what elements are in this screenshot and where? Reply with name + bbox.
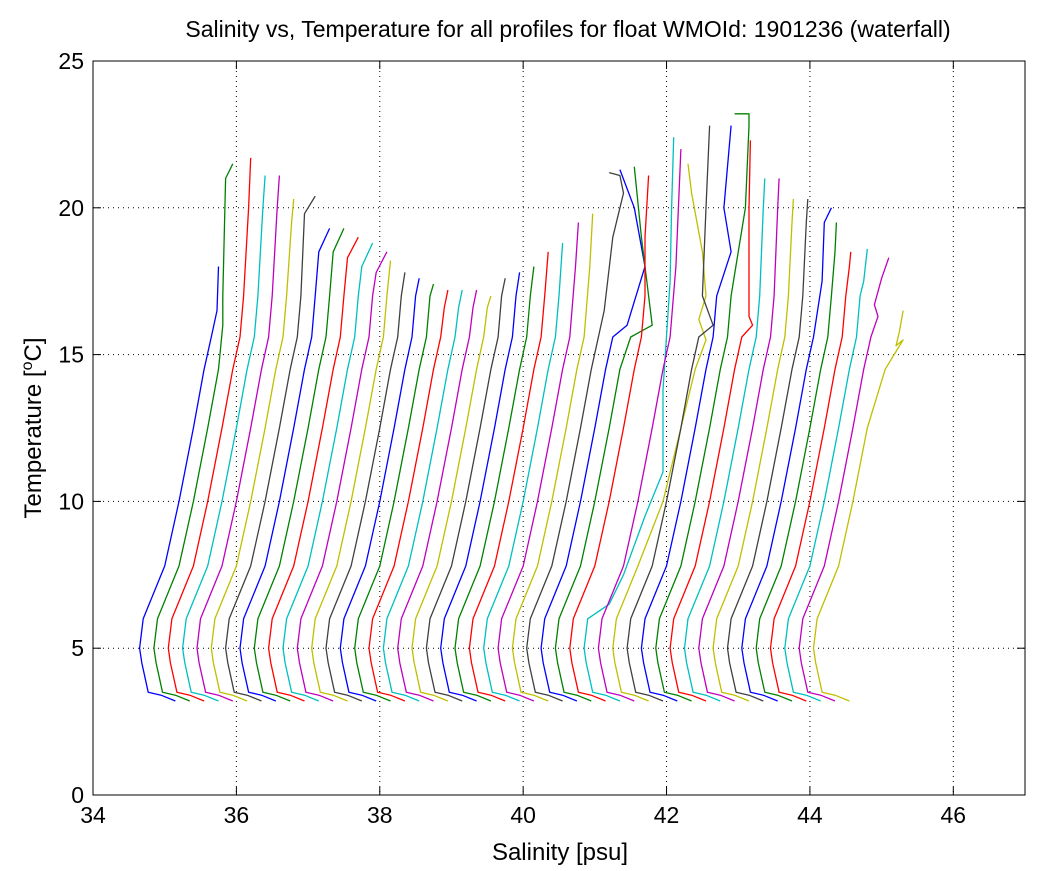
profile-line-32: [583, 137, 675, 702]
profile-line-5: [196, 175, 281, 702]
profile-line-28: [526, 171, 625, 702]
y-tick-label: 15: [58, 342, 84, 368]
profile-line-47: [798, 257, 890, 702]
profile-line-2: [153, 163, 234, 702]
profile-line-17: [368, 289, 449, 702]
plot-background: [93, 61, 1025, 795]
profile-line-6: [210, 198, 295, 702]
profile-line-46: [784, 248, 868, 702]
profile-line-27: [511, 213, 594, 702]
profile-line-22: [440, 272, 521, 702]
profile-line-43: [741, 207, 832, 702]
profile-line-35: [626, 125, 714, 702]
profile-line-16: [354, 283, 435, 702]
profile-line-34: [612, 163, 707, 702]
profile-line-19: [397, 289, 478, 702]
y-axis-label-tail: C]: [20, 338, 47, 362]
axes-box: [92, 60, 1026, 796]
x-tick-label: 44: [797, 802, 823, 828]
x-tick-label: 42: [654, 802, 680, 828]
x-tick-label: 46: [941, 802, 967, 828]
profile-line-11: [282, 242, 374, 702]
profile-line-40: [698, 178, 780, 702]
profile-line-12: [296, 251, 388, 702]
profile-line-38: [669, 140, 754, 702]
profile-line-7: [224, 195, 316, 702]
profile-line-31: [569, 175, 650, 702]
profile-line-3: [167, 157, 252, 702]
profile-line-25: [483, 242, 564, 702]
profile-line-44: [755, 222, 838, 702]
profile-line-18: [382, 289, 463, 702]
y-tick-label: 25: [58, 48, 84, 74]
profile-line-41: [712, 198, 795, 702]
plot-area: 34 36 38 40 42 44 46 0 5 10 15 20 25: [58, 48, 1026, 828]
profile-series: [138, 113, 904, 702]
y-tick-label: 0: [71, 782, 84, 808]
x-tick-label: 36: [224, 802, 250, 828]
y-tick-label: 10: [58, 488, 84, 514]
profile-line-39: [683, 178, 766, 702]
y-tick-label: 5: [71, 635, 84, 661]
y-axis-label-superscript: o: [19, 361, 36, 370]
profile-line-1: [138, 266, 220, 702]
y-tick-label: 20: [58, 195, 84, 221]
chart-title: Salinity vs, Temperature for all profile…: [185, 16, 950, 42]
y-axis-label: Temperature [oC]: [19, 338, 47, 519]
profile-line-42: [726, 198, 809, 702]
profile-line-37: [655, 113, 750, 702]
profile-line-23: [454, 266, 535, 702]
profile-line-48: [812, 310, 904, 702]
profile-line-45: [769, 251, 852, 702]
profile-line-21: [425, 278, 506, 702]
profile-line-13: [311, 260, 392, 702]
profile-line-30: [554, 166, 653, 702]
profile-line-29: [540, 169, 646, 702]
profile-line-14: [325, 272, 406, 702]
profile-line-20: [411, 295, 492, 702]
profile-line-8: [239, 228, 331, 702]
x-axis-label: Salinity [psu]: [492, 839, 628, 866]
x-tick-label: 40: [510, 802, 536, 828]
profile-line-36: [640, 125, 732, 702]
x-tick-label: 34: [80, 802, 106, 828]
profile-line-33: [597, 149, 682, 702]
axis-ticks: 34 36 38 40 42 44 46 0 5 10 15 20 25: [58, 48, 1025, 828]
y-axis-label-main: Temperature [: [20, 370, 47, 518]
x-tick-label: 38: [367, 802, 393, 828]
profile-line-15: [339, 278, 420, 702]
profile-line-26: [497, 222, 580, 702]
profile-line-24: [468, 251, 549, 702]
profile-line-4: [181, 175, 266, 702]
profile-line-9: [253, 228, 345, 702]
profile-line-10: [267, 236, 359, 702]
